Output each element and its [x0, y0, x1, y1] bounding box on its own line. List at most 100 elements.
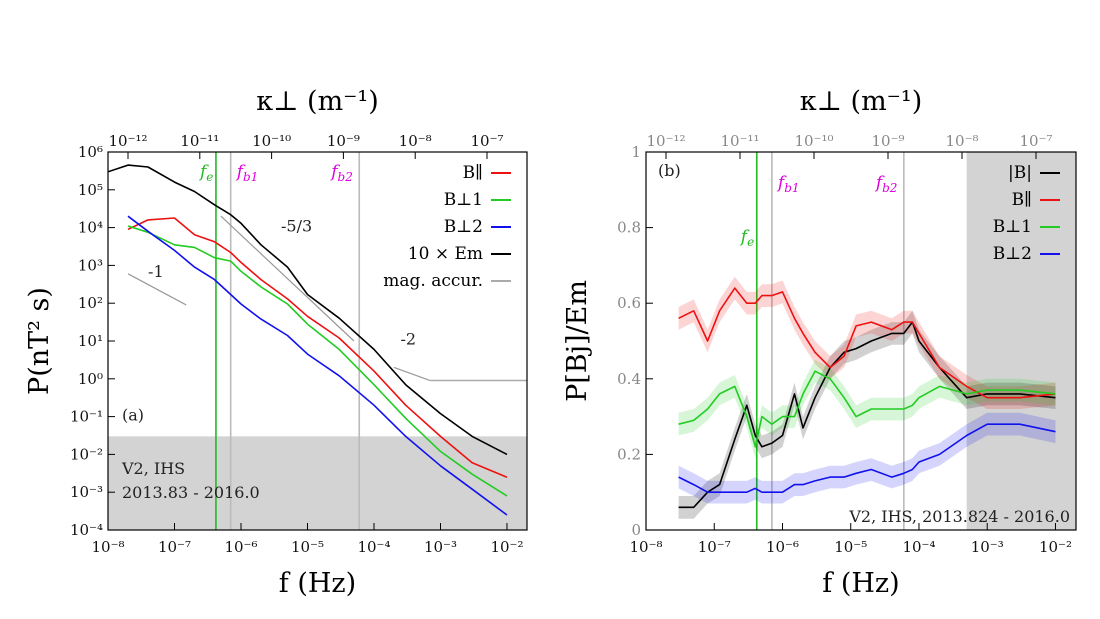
slope-label: -5/3	[281, 216, 312, 235]
y-tick-label: 10³	[78, 256, 103, 274]
y-tick-label: 0.4	[617, 370, 641, 388]
x-tick-label: 10⁻²	[490, 538, 523, 556]
top-tick-label: 10⁻⁷	[1019, 132, 1052, 150]
x-tick-label: 10⁻⁵	[291, 538, 324, 556]
vline-label-sub: e	[206, 170, 213, 184]
panel-label: (a)	[122, 405, 144, 424]
y-tick-label: 1	[631, 143, 641, 161]
top-axis-label: κ⊥ (m⁻¹)	[256, 86, 379, 117]
panel-note: V2, IHS, 2013.824 - 2016.0	[848, 507, 1070, 526]
series-line	[678, 423, 1056, 493]
vline-label-fe: fe	[198, 162, 213, 184]
series-line	[678, 287, 1056, 399]
y-tick-label: 10⁵	[78, 181, 103, 199]
uncertainty-band	[678, 412, 1056, 504]
top-tick-label: 10⁻¹¹	[720, 132, 759, 150]
x-tick-label: 10⁻⁸	[91, 538, 124, 556]
shaded-region	[966, 152, 1076, 530]
x-axis-label: f (Hz)	[279, 568, 356, 599]
top-tick-label: 10⁻⁹	[327, 132, 360, 150]
x-tick-label: 10⁻⁷	[158, 538, 191, 556]
vline-label-fe: fe	[739, 227, 754, 249]
panel-note: 2013.83 - 2016.0	[122, 483, 260, 502]
y-tick-label: 10⁰	[78, 370, 103, 388]
x-tick-label: 10⁻⁴	[357, 538, 390, 556]
x-tick-label: 10⁻³	[424, 538, 457, 556]
vline-label-fb1: fb1	[235, 162, 259, 184]
top-tick-label: 10⁻¹²	[108, 132, 147, 150]
plot-area	[108, 152, 527, 530]
panel-note: V2, IHS	[121, 459, 185, 478]
y-tick-label: 10⁻³	[70, 483, 103, 501]
x-tick-label: 10⁻⁶	[224, 538, 257, 556]
vline-label-fb2: fb2	[329, 162, 353, 184]
vline-label-sub: b2	[882, 181, 897, 195]
vline-label-fb2: fb2	[874, 173, 898, 195]
legend-label: B⊥1	[444, 190, 483, 210]
top-tick-label: 10⁻¹¹	[180, 132, 219, 150]
slope-guide	[127, 273, 187, 306]
top-tick-label: 10⁻⁸	[399, 132, 432, 150]
series-line	[127, 215, 508, 516]
vline-label-sub: b1	[784, 181, 799, 195]
y-tick-label: 10⁶	[78, 143, 103, 161]
series-line	[678, 370, 1056, 448]
legend-label: |B|	[1008, 163, 1032, 183]
legend-label: B⊥1	[993, 217, 1032, 237]
y-tick-label: 10⁻⁴	[70, 521, 103, 539]
legend-label: B⊥2	[993, 244, 1032, 264]
y-axis-label: P[Bj]/Em	[562, 280, 593, 402]
top-tick-label: 10⁻¹²	[646, 132, 685, 150]
top-tick-label: 10⁻¹⁰	[252, 132, 291, 150]
slope-label: -1	[148, 262, 164, 281]
uncertainty-band	[678, 276, 1056, 409]
vline-label-sub: b1	[243, 170, 258, 184]
legend-label: mag. accur.	[383, 271, 483, 291]
plot-frame	[645, 151, 1077, 531]
y-tick-label: 0.6	[617, 294, 641, 312]
panel-b: 10⁻⁸ 10⁻⁷ 10⁻⁶ 10⁻⁵ 10⁻⁴ 10⁻³ 10⁻²10⁻¹² 10⁻¹¹ 10…	[562, 86, 1077, 599]
top-axis-label: κ⊥ (m⁻¹)	[800, 86, 923, 117]
series-line	[127, 225, 508, 497]
legend-label: B∥	[463, 163, 483, 183]
shaded-region	[108, 436, 527, 530]
vline-label-sub: b2	[338, 170, 353, 184]
y-tick-label: 0.2	[617, 445, 641, 463]
slope-guide	[220, 215, 355, 342]
x-tick-label: 10⁻³	[971, 538, 1004, 556]
top-tick-label: 10⁻⁹	[871, 132, 904, 150]
slope-label: -2	[400, 330, 416, 349]
x-tick-label: 10⁻⁵	[834, 538, 867, 556]
plot-area	[678, 152, 1076, 530]
top-tick-label: 10⁻⁷	[470, 132, 503, 150]
panel-a: 10⁻⁸ 10⁻⁷ 10⁻⁶ 10⁻⁵ 10⁻⁴ 10⁻³ 10⁻² 10⁻¹² 10⁻¹¹ 10…	[24, 86, 528, 599]
x-tick-label: 10⁻⁴	[902, 538, 935, 556]
uncertainty-band	[678, 359, 1056, 459]
y-tick-label: 0	[631, 521, 641, 539]
y-tick-label: 10⁴	[78, 219, 103, 237]
legend-label: B⊥2	[444, 217, 483, 237]
top-tick-label: 10⁻¹⁰	[794, 132, 833, 150]
legend-label: B∥	[1012, 190, 1032, 210]
series-line	[127, 217, 508, 478]
slope-guide	[393, 366, 431, 382]
vline-label-fb1: fb1	[776, 173, 800, 195]
uncertainty-band	[678, 310, 1056, 519]
y-tick-label: 10⁻¹	[70, 408, 103, 426]
x-tick-label: 10⁻⁶	[766, 538, 799, 556]
x-tick-label: 10⁻⁸	[629, 538, 662, 556]
legend-label: 10 × Em	[408, 244, 483, 264]
y-tick-label: 10¹	[78, 332, 103, 350]
vline-label-sub: e	[747, 235, 754, 249]
x-tick-label: 10⁻⁷	[698, 538, 731, 556]
y-axis-label: P(nT² s)	[24, 287, 55, 395]
x-axis-label: f (Hz)	[822, 568, 899, 599]
series-line	[108, 164, 508, 456]
y-tick-label: 10⁻²	[70, 445, 103, 463]
top-tick-label: 10⁻⁸	[945, 132, 978, 150]
panel-label: (b)	[658, 161, 681, 180]
y-tick-label: 10²	[78, 294, 103, 312]
y-tick-label: 0.8	[617, 219, 641, 237]
x-tick-label: 10⁻²	[1039, 538, 1072, 556]
